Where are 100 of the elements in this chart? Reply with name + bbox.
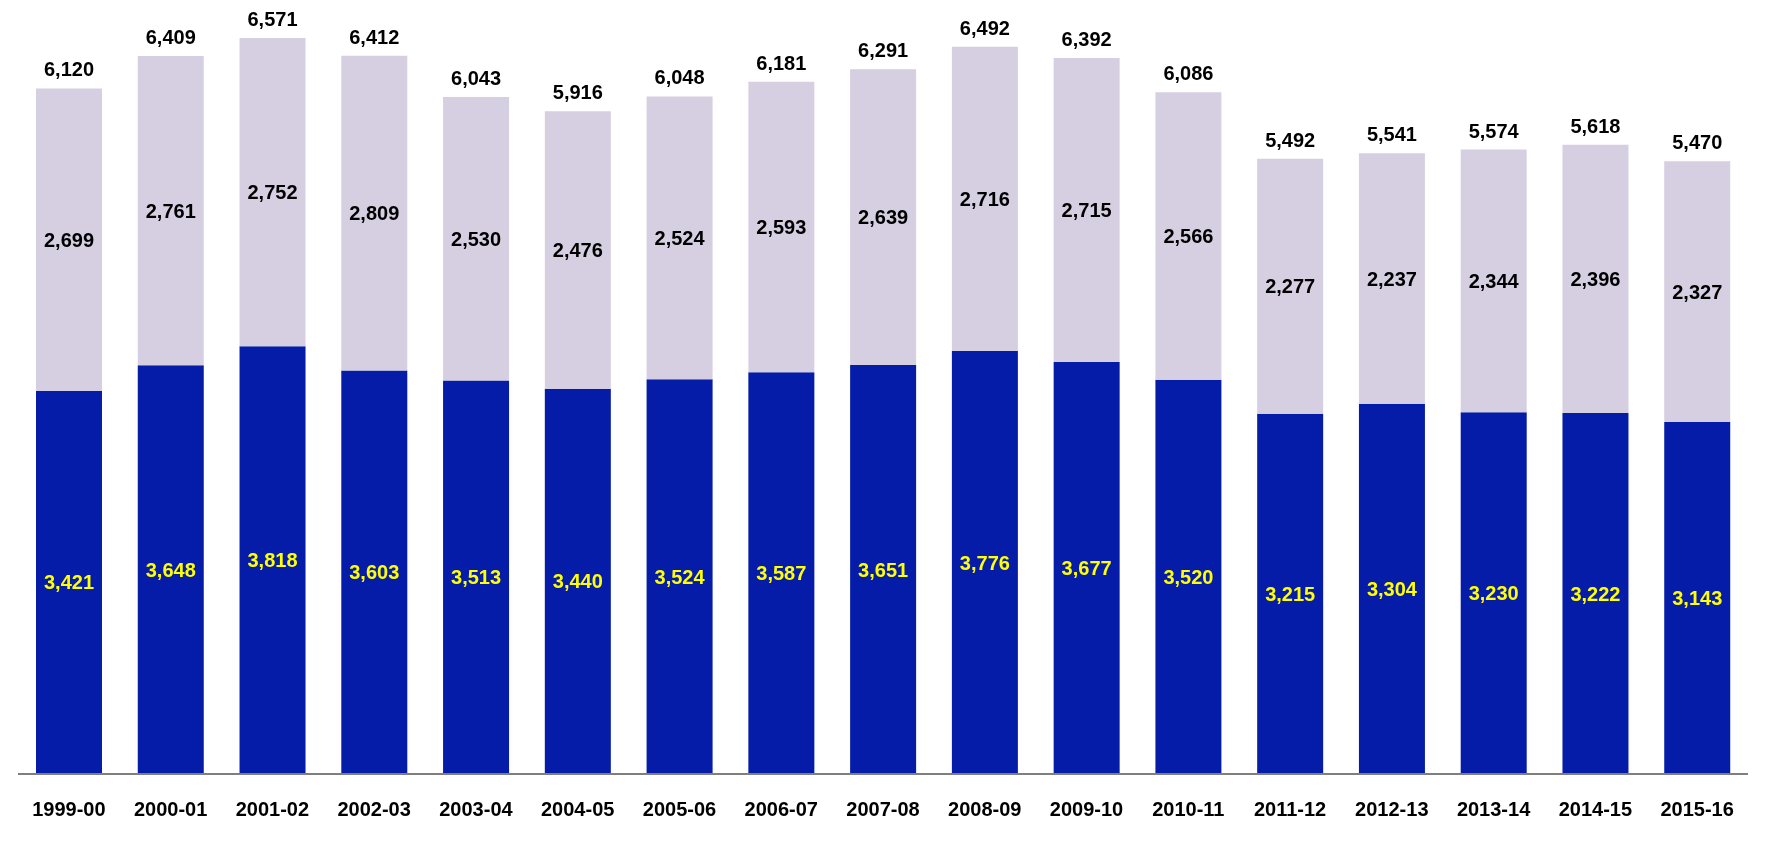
bar [951,46,1018,351]
bar [748,372,815,774]
data-label: 2,715 [1061,199,1112,222]
data-label: 3,520 [1163,565,1214,588]
x-tick-label: 2015-16 [1660,798,1734,821]
data-label: 3,440 [552,570,603,593]
total-label: 6,492 [959,16,1010,39]
bar [443,380,510,774]
data-label: 3,421 [43,571,95,594]
total-label: 5,574 [1468,119,1520,142]
data-label: 3,230 [1468,582,1519,605]
bar [646,379,713,774]
x-tick-label: 2013-14 [1456,798,1532,821]
bar [1562,144,1629,414]
x-tick-label: 2012-13 [1355,798,1429,821]
total-label: 6,392 [1061,27,1112,50]
bar [1460,149,1527,413]
data-label: 3,603 [349,561,400,584]
x-tick-label: 2010-11 [1152,798,1225,821]
bar [1053,362,1120,774]
data-label: 3,304 [1366,578,1418,601]
total-label: 5,618 [1570,114,1621,137]
x-tick-label: 2003-04 [439,798,514,821]
total-label: 6,291 [858,39,909,62]
x-tick-label: 2014-15 [1558,798,1633,821]
bar [1358,403,1425,774]
total-label: 6,120 [43,58,95,81]
total-label: 6,181 [756,51,807,74]
bar [1664,421,1731,774]
data-label: 2,237 [1366,267,1417,290]
bar [239,38,306,347]
x-tick-label: 2011-12 [1253,798,1327,821]
bar [1562,413,1629,774]
x-tick-label: 2007-08 [846,798,920,821]
data-label: 2,530 [451,227,502,250]
data-label: 2,593 [756,216,807,239]
bar [1257,158,1324,414]
bar [36,88,102,391]
bar [544,388,611,774]
data-label: 2,396 [1570,267,1621,290]
x-tick-label: 2004-05 [541,798,615,821]
x-tick-label: 1999-00 [32,798,106,821]
bar [341,370,408,774]
bar [239,346,306,774]
data-label: 3,587 [756,562,807,585]
bar [36,390,102,774]
data-label: 2,752 [247,181,298,204]
data-label: 3,648 [145,558,196,581]
data-label: 2,476 [552,239,603,262]
bar [748,81,815,373]
bar [850,365,917,774]
x-tick-label: 2002-03 [337,798,411,821]
data-label: 3,143 [1672,587,1723,610]
total-label: 6,412 [349,25,400,48]
data-label: 2,566 [1163,225,1214,248]
total-label: 6,409 [145,26,196,49]
total-label: 6,571 [247,8,298,30]
bar [544,111,611,389]
bar [1053,57,1120,363]
data-label: 3,222 [1570,582,1621,605]
data-label: 3,776 [959,551,1010,574]
bar [341,55,408,371]
data-label: 2,699 [43,228,95,251]
bar [1257,413,1324,774]
total-label: 5,470 [1672,131,1723,154]
bar [1460,412,1527,774]
data-label: 2,639 [858,206,909,229]
data-label: 3,651 [858,558,909,581]
data-label: 2,809 [349,202,400,225]
data-label: 2,716 [959,187,1010,210]
x-tick-label: 2005-06 [642,798,717,821]
x-tick-label: 2009-10 [1049,798,1124,821]
x-tick-label: 2006-07 [744,798,818,821]
data-label: 3,524 [654,565,706,588]
bar [850,69,917,365]
bar [443,97,510,381]
bar [137,56,204,366]
bar [1155,379,1222,774]
bar [137,365,204,774]
total-label: 5,916 [552,81,603,104]
data-label: 3,513 [451,566,502,589]
total-label: 6,086 [1163,62,1214,85]
total-label: 5,541 [1366,123,1417,146]
data-label: 3,215 [1265,583,1316,606]
x-tick-label: 2001-02 [235,798,310,821]
x-tick-label: 2008-09 [948,798,1022,821]
bar [951,351,1018,774]
data-label: 2,344 [1468,269,1520,292]
data-label: 2,524 [654,226,706,249]
total-label: 6,048 [654,66,705,89]
bar [1155,92,1222,380]
data-label: 2,277 [1265,275,1316,298]
data-label: 2,761 [145,199,196,222]
total-label: 5,492 [1265,128,1316,151]
bar [1664,161,1731,422]
data-label: 3,677 [1061,557,1112,580]
bar [1358,153,1425,404]
x-tick-label: 2000-01 [133,798,208,821]
data-label: 2,327 [1672,280,1723,303]
total-label: 6,043 [451,67,502,90]
